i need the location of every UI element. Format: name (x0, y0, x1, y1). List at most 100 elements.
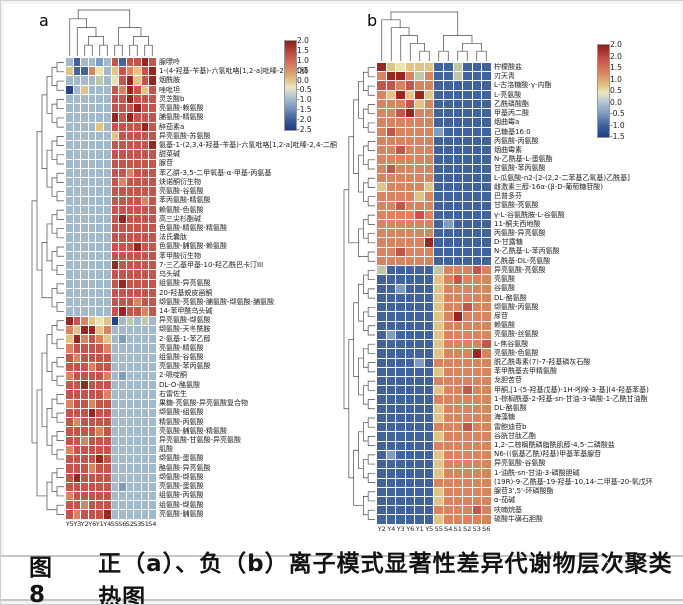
heatmap-cell (463, 146, 472, 155)
heatmap-cell (66, 492, 73, 501)
heatmap-cell (88, 168, 96, 178)
heatmap-cell (444, 256, 453, 266)
heatmap-cell (405, 173, 415, 183)
row-label: 异亮氨酸-甘氨酸-异亮氨酸 (159, 436, 242, 445)
heatmap-cell (453, 460, 463, 469)
heatmap-cell (453, 367, 463, 376)
heatmap-cell (424, 293, 434, 303)
heatmap-cell (141, 455, 149, 464)
heatmap-cell (103, 464, 111, 473)
heatmap-cell (119, 307, 126, 316)
heatmap-cell (434, 90, 444, 99)
heatmap-cell (377, 330, 386, 340)
heatmap-cell (73, 307, 81, 316)
heatmap-cell (88, 482, 96, 492)
row-label: DL-O-酪氨酸 (159, 380, 201, 389)
heatmap-cell (111, 178, 119, 187)
heatmap-cell (396, 367, 405, 376)
heatmap-cell (396, 497, 405, 506)
heatmap-cell (453, 395, 463, 404)
heatmap-cell (126, 501, 134, 510)
heatmap-cell (463, 99, 472, 109)
heatmap-cell (126, 307, 134, 316)
heatmap-cell (472, 201, 482, 210)
heatmap-cell (141, 104, 149, 113)
heatmap-cell (96, 270, 103, 279)
row-label: N-乙酰基-L-蛋氨酯 (494, 155, 553, 164)
row-label: 14-苯甲酰乌头碱 (159, 306, 213, 315)
heatmap-cell (119, 131, 126, 141)
heatmap-cell (424, 284, 434, 293)
heatmap-cell (386, 487, 396, 497)
heatmap-cell (119, 501, 126, 510)
heatmap-cell (111, 279, 119, 288)
heatmap-cell (73, 427, 81, 436)
heatmap-cell (73, 464, 81, 473)
heatmap-cell (103, 510, 111, 519)
heatmap-cell (424, 506, 434, 515)
heatmap-cell (434, 155, 444, 164)
heatmap-cell (415, 90, 424, 99)
heatmap-cell (386, 90, 396, 99)
heatmap-cell (386, 404, 396, 413)
heatmap-cell (396, 358, 405, 367)
heatmap-cell (453, 146, 463, 155)
colorbar-tick-label: 2.0 (610, 40, 622, 49)
heatmap-cell (463, 312, 472, 321)
heatmap-cell (405, 432, 415, 441)
heatmap-cell (396, 256, 405, 266)
heatmap-cell (81, 510, 88, 519)
heatmap-cell (463, 358, 472, 367)
heatmap-cell (134, 214, 141, 224)
heatmap-cell (126, 122, 134, 131)
heatmap-cell (81, 178, 88, 187)
heatmap-cell (386, 63, 396, 72)
heatmap-cell (96, 436, 103, 445)
heatmap-cell (149, 76, 156, 85)
row-label: 刃天青 (494, 72, 515, 81)
heatmap-cell (424, 247, 434, 256)
heatmap-cell (141, 464, 149, 473)
heatmap-cell (149, 159, 156, 168)
heatmap-cell (88, 85, 96, 94)
heatmap-cell (463, 441, 472, 450)
heatmap-cell (482, 219, 491, 229)
heatmap-cell (453, 423, 463, 432)
heatmap-cell (444, 367, 453, 376)
heatmap-cell (415, 506, 424, 515)
heatmap-cell (396, 441, 405, 450)
column-label: S2 (125, 520, 134, 528)
heatmap-cell (141, 298, 149, 307)
heatmap-cell (386, 340, 396, 349)
heatmap-cell (88, 104, 96, 113)
heatmap-cell (415, 515, 424, 524)
heatmap-cell (88, 492, 96, 501)
heatmap-cell (434, 340, 444, 349)
heatmap-cell (377, 266, 386, 275)
heatmap-cell (103, 122, 111, 131)
row-label: 乙酰基-DL-亮氨酸 (494, 256, 551, 265)
heatmap-cell (424, 210, 434, 219)
heatmap-cell (149, 85, 156, 94)
heatmap-cell (66, 418, 73, 427)
heatmap-cell (377, 238, 386, 247)
heatmap-cell (103, 270, 111, 279)
row-label: 亮氨酸-色氨酸 (494, 348, 539, 357)
row-label: 异亮氨酸-苏氨酸 (159, 131, 211, 140)
heatmap-cell (415, 441, 424, 450)
row-label: 氨基-1-(2,3,4-羟基-苄基)-六氢吡咯[1,2-a]吡嗪-2,4-二酮 (159, 140, 337, 149)
heatmap-cell (377, 478, 386, 487)
heatmap-cell (149, 445, 156, 455)
heatmap-cell (453, 127, 463, 136)
heatmap-cell (73, 344, 81, 353)
row-label: 唑吡坦 (159, 85, 180, 94)
heatmap-cell (66, 131, 73, 141)
heatmap-cell (434, 506, 444, 515)
heatmap-cell (463, 90, 472, 99)
row-label: 尿苷 (494, 311, 508, 320)
heatmap-cell (88, 224, 96, 233)
heatmap-cell (386, 376, 396, 386)
heatmap-cell (119, 85, 126, 94)
row-label: N-乙酰基-L-苯丙氨酸 (494, 247, 560, 256)
heatmap-cell (377, 72, 386, 81)
